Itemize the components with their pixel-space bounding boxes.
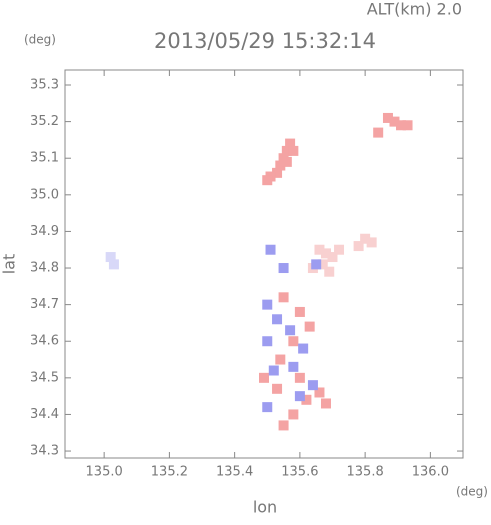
- x-tick-label: 135.4: [216, 465, 253, 480]
- echo-point: [294, 306, 305, 317]
- y-tick-label: 35.2: [30, 114, 59, 129]
- echo-point: [382, 112, 393, 123]
- echo-point: [317, 259, 328, 270]
- echo-point: [288, 361, 299, 372]
- echo-point: [281, 156, 292, 167]
- plot-frame: [64, 69, 464, 459]
- echo-point: [320, 248, 331, 259]
- echo-point: [275, 354, 286, 365]
- echo-point: [281, 145, 292, 156]
- echo-point: [373, 127, 384, 138]
- echo-point: [278, 292, 289, 303]
- chart-title: 2013/05/29 15:32:14: [154, 29, 376, 53]
- echo-point: [389, 116, 400, 127]
- echo-point: [396, 120, 407, 131]
- y-tick-label: 35.1: [30, 151, 59, 166]
- echo-point: [105, 252, 116, 263]
- x-tick-label: 136.0: [412, 465, 449, 480]
- y-tick-label: 34.5: [30, 370, 59, 385]
- echo-point: [285, 325, 296, 336]
- y-tick-label: 34.4: [30, 407, 59, 422]
- echo-point: [324, 266, 335, 277]
- echo-point: [278, 420, 289, 431]
- y-unit: (deg): [24, 33, 56, 47]
- echo-point: [314, 387, 325, 398]
- echo-point: [288, 145, 299, 156]
- echo-point: [108, 259, 119, 270]
- y-tick-label: 34.7: [30, 297, 59, 312]
- echo-point: [360, 233, 371, 244]
- echo-point: [307, 380, 318, 391]
- echo-point: [262, 336, 273, 347]
- echo-point: [314, 244, 325, 255]
- echo-point: [334, 244, 345, 255]
- x-axis-label: lon: [253, 498, 277, 517]
- y-axis-label: lat: [0, 254, 19, 275]
- echo-point: [272, 167, 283, 178]
- echo-point: [285, 138, 296, 149]
- echo-point: [294, 391, 305, 402]
- echo-point: [353, 241, 364, 252]
- y-tick-label: 34.3: [30, 444, 59, 459]
- y-tick-label: 35.0: [30, 187, 59, 202]
- echo-point: [288, 409, 299, 420]
- y-tick-label: 34.6: [30, 334, 59, 349]
- echo-point: [259, 372, 269, 383]
- echo-point: [268, 365, 279, 376]
- echo-point: [320, 398, 331, 409]
- echo-point: [298, 343, 309, 354]
- echo-point: [301, 394, 312, 405]
- echo-point: [262, 175, 273, 186]
- echo-point: [272, 383, 283, 394]
- echo-point: [265, 244, 276, 255]
- y-tick-label: 34.8: [30, 261, 59, 276]
- x-unit: (deg): [456, 485, 488, 499]
- echo-point: [311, 259, 322, 270]
- x-tick-label: 135.2: [151, 465, 188, 480]
- echo-point: [272, 314, 283, 325]
- echo-point: [294, 372, 305, 383]
- y-tick-label: 34.9: [30, 224, 59, 239]
- x-tick-label: 135.6: [281, 465, 318, 480]
- x-tick-label: 135.8: [347, 465, 384, 480]
- y-tick-label: 35.3: [30, 78, 59, 93]
- echo-point: [327, 252, 338, 263]
- echo-point: [275, 160, 286, 171]
- echo-point: [262, 402, 273, 413]
- echo-point: [288, 336, 299, 347]
- echo-point: [402, 120, 413, 131]
- echo-point: [262, 299, 273, 310]
- echo-point: [304, 321, 315, 332]
- altitude: ALT(km) 2.0: [367, 0, 462, 19]
- x-tick-label: 135.0: [86, 465, 123, 480]
- echo-point: [278, 263, 289, 274]
- echo-point: [366, 237, 377, 248]
